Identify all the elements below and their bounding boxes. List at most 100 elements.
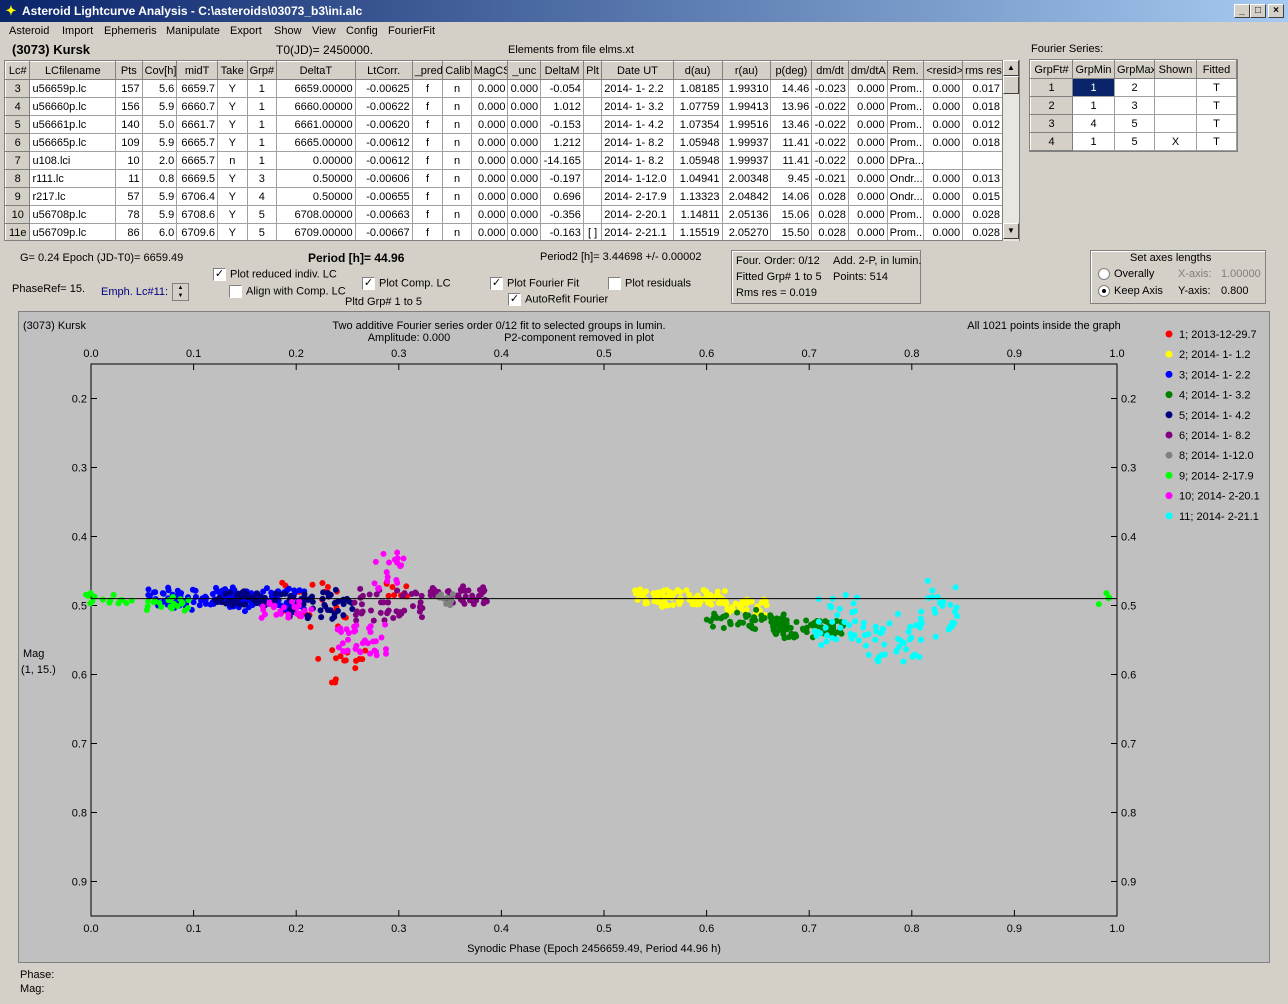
lc-col-header[interactable]: Take [217, 61, 248, 80]
table-cell[interactable]: 2014- 1- 8.2 [601, 133, 674, 152]
table-cell[interactable]: 1.14811 [672, 205, 723, 224]
table-cell[interactable]: 0.028 [811, 187, 849, 206]
table-cell[interactable]: 0.696 [540, 187, 584, 206]
menu-view[interactable]: View [312, 25, 336, 37]
table-cell[interactable]: 0.000 [923, 169, 964, 188]
table-cell[interactable]: 0.028 [811, 223, 849, 240]
table-cell[interactable]: -0.00663 [354, 205, 413, 224]
row-header[interactable]: 7 [5, 151, 31, 170]
table-cell[interactable]: r217.lc [29, 187, 117, 206]
table-cell[interactable]: 0.000 [470, 133, 509, 152]
table-cell[interactable]: n [442, 187, 472, 206]
table-cell[interactable]: Y [217, 187, 248, 206]
table-cell[interactable]: 0.000 [847, 115, 888, 134]
table-cell[interactable]: 5.9 [141, 187, 178, 206]
table-cell[interactable]: 157 [115, 79, 143, 98]
table-cell[interactable]: 2014- 1- 4.2 [601, 115, 674, 134]
table-cell[interactable]: 1 [1072, 96, 1115, 115]
table-cell[interactable]: 6660.7 [176, 97, 218, 116]
table-cell[interactable]: 5 [246, 205, 278, 224]
table-cell[interactable]: 0.000 [507, 79, 542, 98]
table-cell[interactable]: 5 [1114, 132, 1155, 151]
table-cell[interactable]: n [442, 97, 472, 116]
table-cell[interactable]: 0.000 [470, 151, 509, 170]
table-cell[interactable]: 0.000 [470, 79, 509, 98]
table-cell[interactable]: 5.9 [141, 97, 178, 116]
table-cell[interactable]: 1.15519 [672, 223, 723, 240]
table-cell[interactable]: 6665.7 [176, 133, 218, 152]
row-header[interactable]: 6 [5, 133, 31, 152]
table-cell[interactable]: 0.000 [923, 79, 964, 98]
row-header[interactable]: 4 [1030, 132, 1073, 151]
table-row[interactable]: 10 u56708p.lc 78 5.9 6708.6 Y 5 6708.00000 -0.00… [5, 205, 1003, 224]
scroll-up-icon[interactable]: ▲ [1003, 60, 1019, 76]
table-cell[interactable]: 0.000 [507, 187, 542, 206]
row-header[interactable]: 8 [5, 169, 31, 188]
menu-manipulate[interactable]: Manipulate [166, 25, 220, 37]
table-cell[interactable]: 1 [246, 79, 278, 98]
table-cell[interactable]: 0.000 [470, 187, 509, 206]
table-cell[interactable]: X [1154, 132, 1197, 151]
overally-radio[interactable]: Overally [1098, 268, 1154, 281]
table-cell[interactable]: -0.00625 [354, 79, 413, 98]
table-cell[interactable]: 0.000 [923, 205, 964, 224]
table-cell[interactable] [1154, 96, 1197, 115]
table-cell[interactable]: u56659p.lc [29, 79, 117, 98]
table-row[interactable]: 8 r111.lc 11 0.8 6669.5 Y 3 0.50000 -0.00606 f n 0.… [5, 169, 1003, 188]
lc-col-header[interactable]: Date UT [601, 61, 674, 80]
table-cell[interactable]: 0.000 [847, 97, 888, 116]
menu-ephemeris[interactable]: Ephemeris [104, 25, 157, 37]
table-cell[interactable]: T [1196, 132, 1237, 151]
table-cell[interactable]: 5 [246, 223, 278, 240]
emph-lc-spinner[interactable]: ▲ ▼ [172, 283, 189, 301]
table-cell[interactable]: 2014- 1- 2.2 [601, 79, 674, 98]
table-cell[interactable]: 1.99413 [721, 97, 772, 116]
align-comp-checkbox[interactable]: Align with Comp. LC [229, 285, 346, 298]
table-cell[interactable]: 2.0 [141, 151, 178, 170]
table-cell[interactable] [1154, 114, 1197, 133]
plot-fourier-checkbox[interactable]: ✓ Plot Fourier Fit [490, 277, 579, 290]
table-row[interactable]: 7 u108.lci 10 2.0 6665.7 n 1 0.00000 -0.00612 f n 0… [5, 151, 1003, 170]
lc-col-header[interactable]: _pred. [411, 61, 444, 80]
row-header[interactable]: 1 [1030, 78, 1073, 97]
table-cell[interactable] [582, 79, 603, 98]
lc-col-header[interactable]: LCfilename [29, 61, 117, 80]
table-cell[interactable]: 1.05948 [672, 151, 723, 170]
table-cell[interactable]: 2014- 1- 3.2 [601, 97, 674, 116]
fourier-col-header[interactable]: Shown [1154, 60, 1197, 79]
autorefit-checkbox[interactable]: ✓ AutoRefit Fourier [508, 293, 608, 306]
table-cell[interactable]: 2.05270 [721, 223, 772, 240]
table-cell[interactable]: n [442, 169, 472, 188]
table-cell[interactable]: 9.45 [770, 169, 813, 188]
table-cell[interactable]: 0.000 [470, 169, 509, 188]
table-cell[interactable]: 1.13323 [672, 187, 723, 206]
table-cell[interactable]: f [411, 151, 444, 170]
lc-col-header[interactable]: r(au) [721, 61, 772, 80]
table-cell[interactable]: 1.99516 [721, 115, 772, 134]
lightcurve-table[interactable]: Lc# LCfilename Pts Cov[h] midT Take Grp# DeltaT… [4, 60, 1020, 241]
table-cell[interactable] [582, 151, 603, 170]
table-cell[interactable]: f [411, 223, 444, 240]
table-cell[interactable]: 156 [115, 97, 143, 116]
table-row[interactable]: 4 u56660p.lc 156 5.9 6660.7 Y 1 6660.00000 -0.00… [5, 97, 1003, 116]
table-cell[interactable]: -0.023 [811, 79, 849, 98]
table-cell[interactable]: 1.07759 [672, 97, 723, 116]
table-cell[interactable] [923, 151, 964, 170]
table-cell[interactable]: -0.022 [811, 97, 849, 116]
table-cell[interactable]: 0.000 [847, 151, 888, 170]
table-cell[interactable]: 0.000 [470, 205, 509, 224]
table-row[interactable]: 3 u56659p.lc 157 5.6 6659.7 Y 1 6659.00000 -0.00… [5, 79, 1003, 98]
table-cell[interactable]: 0.000 [507, 151, 542, 170]
scroll-thumb[interactable] [1003, 76, 1019, 94]
table-cell[interactable]: 0.000 [470, 115, 509, 134]
table-cell[interactable]: 1 [1072, 78, 1115, 97]
table-cell[interactable]: u56709p.lc [29, 223, 117, 240]
table-cell[interactable]: 0.013 [962, 169, 1003, 188]
table-cell[interactable]: 6706.4 [176, 187, 218, 206]
table-cell[interactable]: 0.000 [923, 133, 964, 152]
table-cell[interactable]: 1.99937 [721, 133, 772, 152]
